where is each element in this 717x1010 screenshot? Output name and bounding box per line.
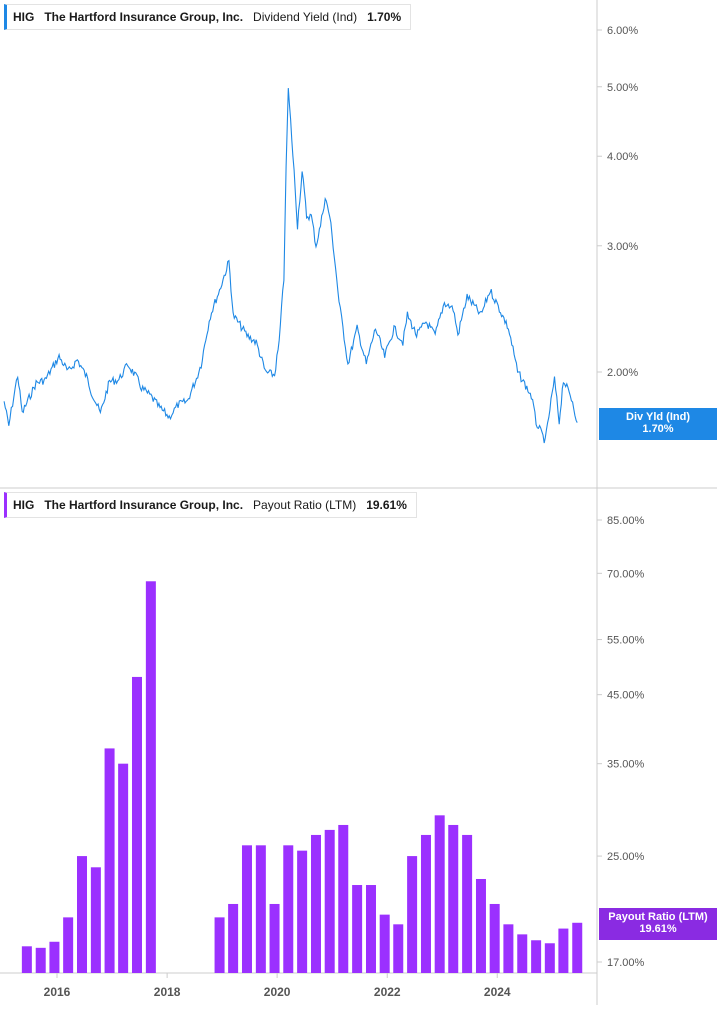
payout-bar — [338, 824, 349, 973]
payout-bar — [77, 856, 88, 973]
bottom-legend-company: The Hartford Insurance Group, Inc. — [44, 498, 244, 512]
top-y-tick-label: 4.00% — [607, 151, 638, 163]
payout-bar — [434, 815, 445, 973]
payout-bar — [49, 941, 60, 973]
payout-ratio-badge-label: Payout Ratio (LTM) — [608, 911, 708, 923]
payout-bar — [352, 885, 363, 973]
top-y-tick-label: 3.00% — [607, 241, 638, 253]
top-legend-company: The Hartford Insurance Group, Inc. — [44, 10, 244, 24]
bottom-y-tick-label: 55.00% — [607, 635, 645, 647]
payout-bar — [462, 834, 473, 973]
payout-bar — [517, 934, 528, 973]
bottom-y-tick-label: 85.00% — [607, 515, 645, 527]
payout-bar — [118, 763, 129, 973]
x-tick-label: 2018 — [154, 985, 181, 999]
bottom-legend-metric: Payout Ratio (LTM) — [253, 498, 357, 512]
payout-bar — [145, 581, 156, 973]
bottom-legend-ticker: HIG — [13, 498, 35, 512]
x-tick-label: 2016 — [44, 985, 71, 999]
div-yield-badge: Div Yld (Ind) 1.70% — [599, 408, 717, 440]
payout-bar — [544, 943, 555, 973]
payout-bar — [475, 878, 486, 973]
payout-bar — [503, 924, 514, 973]
payout-bar — [104, 748, 115, 973]
payout-bar — [214, 917, 225, 973]
payout-bar — [310, 834, 321, 973]
div-yield-badge-value: 1.70% — [642, 423, 674, 435]
x-tick-label: 2020 — [264, 985, 291, 999]
div-yield-badge-label: Div Yld (Ind) — [626, 411, 690, 423]
bottom-legend-value: 19.61% — [366, 498, 407, 512]
bottom-y-tick-label: 25.00% — [607, 851, 645, 863]
bottom-legend: HIG The Hartford Insurance Group, Inc. P… — [4, 492, 417, 518]
payout-bar — [297, 850, 308, 973]
payout-bar — [324, 829, 335, 973]
top-legend: HIG The Hartford Insurance Group, Inc. D… — [4, 4, 412, 30]
top-y-tick-label: 5.00% — [607, 82, 638, 94]
bottom-y-tick-label: 70.00% — [607, 568, 645, 580]
payout-bar — [90, 867, 101, 973]
payout-bar — [379, 914, 390, 973]
top-legend-ticker: HIG — [13, 10, 35, 24]
payout-bar — [63, 917, 74, 973]
payout-bar — [35, 947, 46, 973]
payout-bar — [255, 845, 266, 973]
payout-bar — [558, 928, 569, 973]
payout-bar — [420, 834, 431, 973]
top-y-tick-label: 2.00% — [607, 367, 638, 379]
x-tick-label: 2022 — [374, 985, 401, 999]
payout-bar — [393, 924, 404, 973]
bottom-y-tick-label: 17.00% — [607, 957, 645, 969]
payout-ratio-badge: Payout Ratio (LTM) 19.61% — [599, 908, 717, 940]
dividend-yield-line — [3, 88, 578, 444]
x-tick-label: 2024 — [484, 985, 511, 999]
payout-bar — [131, 676, 142, 973]
payout-bar — [283, 845, 294, 973]
payout-bar — [448, 824, 459, 973]
payout-bar — [269, 903, 280, 973]
payout-bar — [531, 940, 542, 973]
payout-ratio-badge-value: 19.61% — [639, 923, 677, 935]
bottom-y-tick-label: 35.00% — [607, 759, 645, 771]
payout-bar — [489, 903, 500, 973]
top-legend-metric: Dividend Yield (Ind) — [253, 10, 358, 24]
top-legend-value: 1.70% — [367, 10, 402, 24]
payout-bar — [572, 922, 583, 973]
payout-bar — [365, 885, 376, 973]
payout-bar — [407, 856, 418, 973]
payout-bar — [21, 946, 32, 973]
payout-bar — [228, 903, 239, 973]
top-y-tick-label: 6.00% — [607, 25, 638, 37]
bottom-y-tick-label: 45.00% — [607, 690, 645, 702]
payout-bar — [241, 845, 252, 973]
